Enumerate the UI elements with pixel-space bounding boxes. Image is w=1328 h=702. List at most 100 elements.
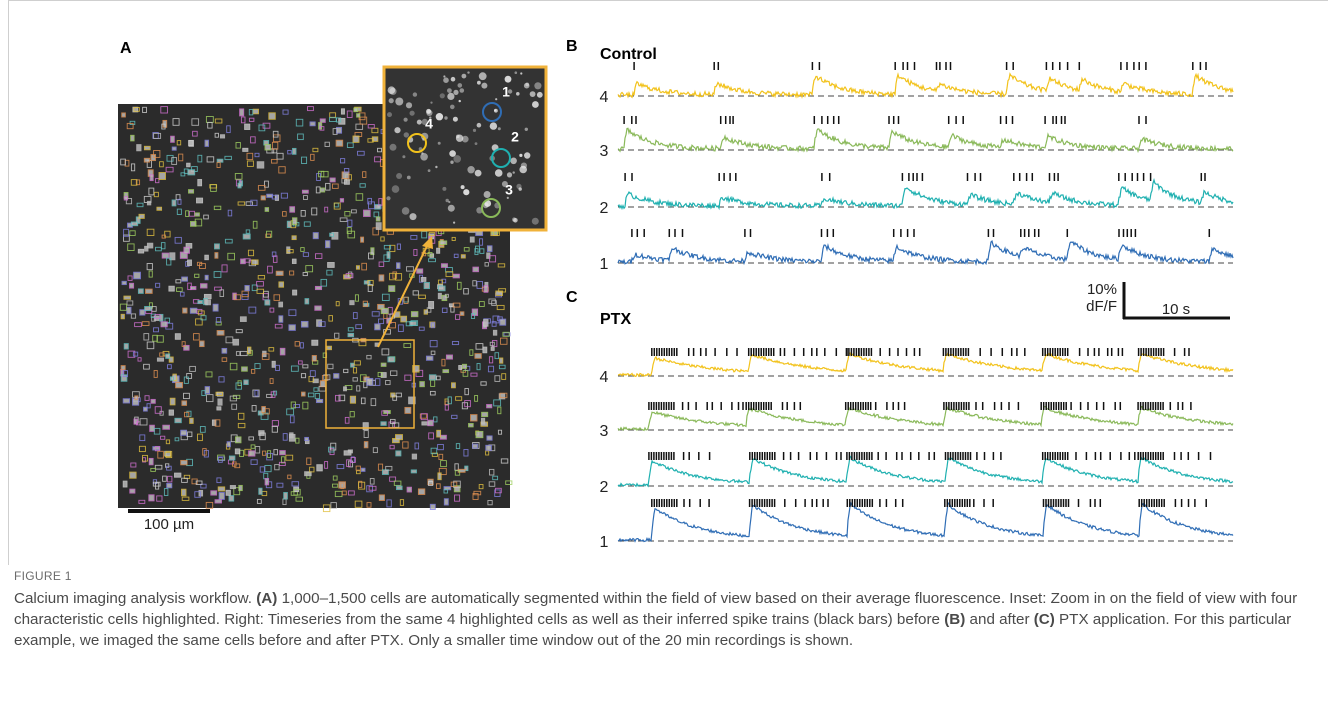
cell-roi [194,273,200,278]
cell-roi [333,373,340,379]
cell-roi [303,221,311,227]
cell-blob [447,204,455,212]
inset-image: 1 2 3 4 [382,65,548,232]
cell-roi [395,273,403,281]
cell-roi [363,209,371,217]
cell-roi [121,280,127,286]
cell-roi [261,353,270,360]
cell-roi [164,451,171,458]
cell-roi [476,363,481,371]
cell-roi [188,140,194,147]
cell-roi [441,278,447,284]
cell-roi [340,482,345,490]
cell-roi [215,317,222,323]
cell-roi [177,198,182,205]
cell-roi [151,316,156,322]
cell-roi [340,158,346,164]
cell-roi [385,465,393,471]
cell-roi [341,490,347,496]
cell-blob [389,143,397,151]
cell-roi [459,311,465,316]
cell-roi [333,202,341,210]
cell-roi [251,259,259,265]
cell-roi [454,470,461,476]
cell-roi [304,436,309,442]
cell-roi [437,444,444,451]
cell-roi [310,153,315,161]
cell-roi [193,333,200,341]
cell-roi [256,281,264,287]
cell-roi [204,386,211,394]
cell-roi [494,375,501,382]
cell-blob [386,196,391,201]
cell-roi [254,390,259,397]
cell-roi [156,206,163,211]
cell-blob [529,91,536,97]
cell-roi [300,373,307,379]
cell-blob [444,116,448,120]
cell-roi [240,116,246,124]
cell-blob [435,113,444,121]
cell-roi [452,302,461,308]
cell-roi [152,446,161,451]
cell-roi [430,322,436,329]
cell-roi [159,161,164,168]
cell-roi [130,462,137,468]
cell-roi [214,419,221,427]
cell-roi [417,488,426,495]
cell-roi [304,298,310,305]
cell-roi [291,235,297,241]
cell-blob [450,160,454,164]
cell-roi [357,150,365,156]
cell-roi [214,118,223,124]
cell-roi [443,498,449,506]
cell-roi [367,138,374,143]
cell-roi [346,459,351,467]
cell-roi [309,121,316,127]
cell-roi [237,422,246,429]
cell-roi [144,306,152,311]
cell-roi [445,271,454,278]
cell-roi [235,329,243,334]
cell-roi [262,450,267,456]
cell-blob [421,152,424,155]
cell-blob [443,77,449,83]
cell-roi [500,337,508,345]
cell-roi [314,305,322,311]
cell-blob [477,80,481,85]
cell-roi [428,432,434,440]
cell-roi [121,112,126,118]
cell-roi [368,201,375,210]
cell-roi [123,196,129,201]
cell-roi [300,247,305,252]
cell-roi [368,252,374,260]
cell-roi [362,422,369,431]
cell-roi [330,502,337,509]
cell-roi [280,192,288,199]
cell-roi [133,107,140,112]
cell-roi [377,147,382,153]
cell-roi [307,106,314,112]
cell-roi [316,464,323,472]
cell-roi [181,341,186,347]
cell-roi [183,344,190,351]
cell-roi [215,391,223,396]
cell-roi [362,171,367,178]
cell-roi [254,363,261,370]
cell-roi [214,286,222,291]
cell-roi [494,487,502,494]
cell-blob [520,72,523,75]
scale-y-unit: dF/F [1086,298,1117,315]
cell-roi [380,372,387,378]
trace [617,351,1234,378]
cell-roi [248,436,254,441]
cell-roi [410,469,417,474]
cell-roi [144,395,150,401]
cell-roi [451,341,460,346]
cell-roi [355,123,364,130]
cell-roi [136,144,142,152]
cell-roi [233,294,241,301]
cell-roi [381,293,390,301]
cell-roi [334,332,340,339]
